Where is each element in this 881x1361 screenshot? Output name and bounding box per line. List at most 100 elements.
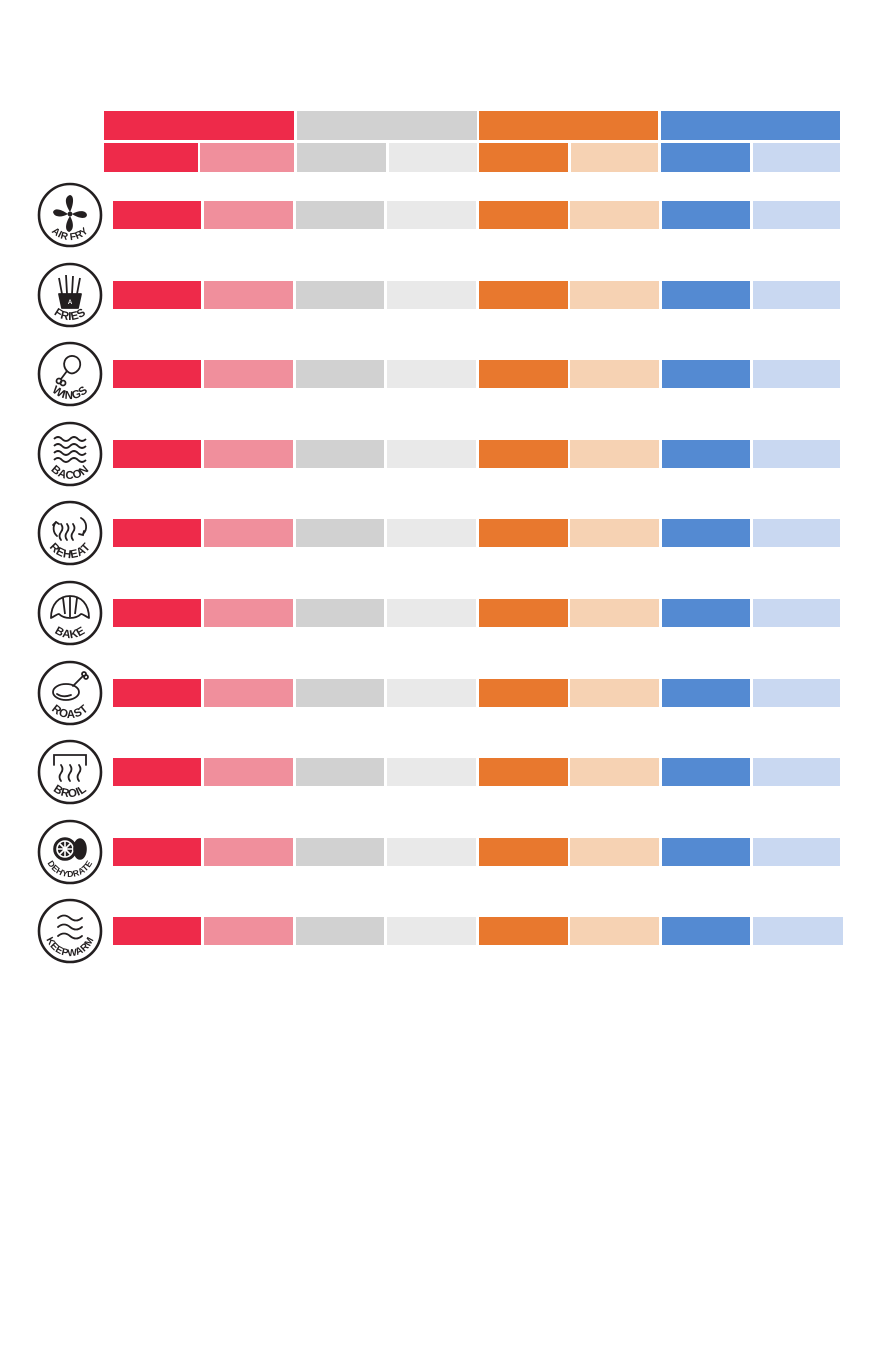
svg-text:WINGS: WINGS <box>50 384 90 402</box>
fries-icon: A FRIES <box>37 262 103 328</box>
table-cell <box>570 837 659 866</box>
table-cell <box>204 917 293 946</box>
reheat-icon: REHEAT <box>37 500 103 566</box>
table-cell <box>296 360 384 389</box>
table-cell <box>204 519 293 548</box>
table-cell <box>479 519 568 548</box>
table-cell <box>296 758 384 787</box>
table-cell <box>387 439 476 468</box>
table-cell <box>479 439 568 468</box>
table-cell <box>479 758 568 787</box>
table-cell <box>479 280 568 309</box>
table-cell <box>113 280 201 309</box>
table-cell <box>387 678 476 707</box>
table-cell <box>296 837 384 866</box>
sub-header-blue-light <box>753 143 840 172</box>
table-cell <box>113 360 201 389</box>
table-cell <box>479 917 568 946</box>
sub-header-orange-dark <box>479 143 568 172</box>
table-cell <box>570 439 659 468</box>
table-cell <box>479 837 568 866</box>
table-cell <box>296 201 384 229</box>
sub-header-blue-dark <box>661 143 750 172</box>
table-cell <box>662 519 750 548</box>
function-label: REHEAT <box>47 541 93 561</box>
table-cell <box>479 360 568 389</box>
table-cell <box>113 758 201 787</box>
table-cell <box>296 519 384 548</box>
sub-header-gray-light <box>389 143 477 172</box>
table-cell <box>204 201 293 229</box>
table-cell <box>753 439 840 468</box>
table-cell <box>296 599 384 627</box>
table-cell <box>753 360 840 389</box>
group-header-red <box>104 111 294 140</box>
table-cell <box>662 917 750 946</box>
table-cell <box>113 201 201 229</box>
table-cell <box>204 599 293 627</box>
broil-icon: BROIL <box>37 739 103 805</box>
dehydrate-icon: DEHYDRATE <box>37 819 103 885</box>
table-cell <box>570 678 659 707</box>
sub-header-orange-light <box>571 143 658 172</box>
function-label: WINGS <box>50 384 90 402</box>
wavy-lines-icon: KEEPWARM <box>37 898 103 964</box>
table-cell <box>570 917 659 946</box>
table-cell <box>570 360 659 389</box>
table-cell <box>387 837 476 866</box>
table-cell <box>479 678 568 707</box>
table-cell <box>662 837 750 866</box>
table-cell <box>387 917 476 946</box>
table-cell <box>387 201 476 229</box>
table-cell <box>662 678 750 707</box>
function-label: ROAST <box>49 703 90 721</box>
group-header-orange <box>479 111 658 140</box>
table-cell <box>570 280 659 309</box>
table-cell <box>753 519 840 548</box>
table-cell <box>387 758 476 787</box>
sub-header-gray-dark <box>297 143 386 172</box>
table-cell <box>753 280 840 309</box>
table-cell <box>570 599 659 627</box>
table-cell <box>479 599 568 627</box>
function-label: BROIL <box>51 783 88 800</box>
fan-icon: AIR FRY <box>37 182 103 248</box>
table-cell <box>296 917 384 946</box>
table-cell <box>570 519 659 548</box>
table-cell <box>296 280 384 309</box>
table-cell <box>753 678 840 707</box>
svg-text:BACON: BACON <box>49 463 92 482</box>
table-cell <box>662 280 750 309</box>
table-cell <box>204 439 293 468</box>
table-cell <box>753 758 840 787</box>
svg-text:ROAST: ROAST <box>49 703 90 721</box>
svg-text:BAKE: BAKE <box>53 625 88 641</box>
table-cell <box>662 439 750 468</box>
table-cell <box>387 519 476 548</box>
table-cell <box>753 201 840 229</box>
table-cell <box>662 360 750 389</box>
table-cell <box>662 201 750 229</box>
table-cell <box>204 678 293 707</box>
svg-text:BROIL: BROIL <box>51 783 89 800</box>
table-cell <box>296 439 384 468</box>
table-cell <box>570 201 659 229</box>
table-cell <box>662 599 750 627</box>
svg-text:FRIES: FRIES <box>52 306 88 323</box>
function-label: FRIES <box>52 306 88 323</box>
table-cell <box>113 439 201 468</box>
croissant-icon: BAKE <box>37 580 103 646</box>
table-cell <box>204 837 293 866</box>
group-header-blue <box>661 111 840 140</box>
sub-header-red-dark <box>104 143 198 172</box>
table-cell <box>387 280 476 309</box>
drumstick-icon: WINGS <box>37 341 103 407</box>
table-cell <box>387 599 476 627</box>
table-cell <box>113 519 201 548</box>
bacon-icon: BACON <box>37 421 103 487</box>
table-cell <box>296 678 384 707</box>
table-cell <box>479 201 568 229</box>
table-cell <box>113 678 201 707</box>
table-cell <box>662 758 750 787</box>
table-cell <box>753 837 840 866</box>
